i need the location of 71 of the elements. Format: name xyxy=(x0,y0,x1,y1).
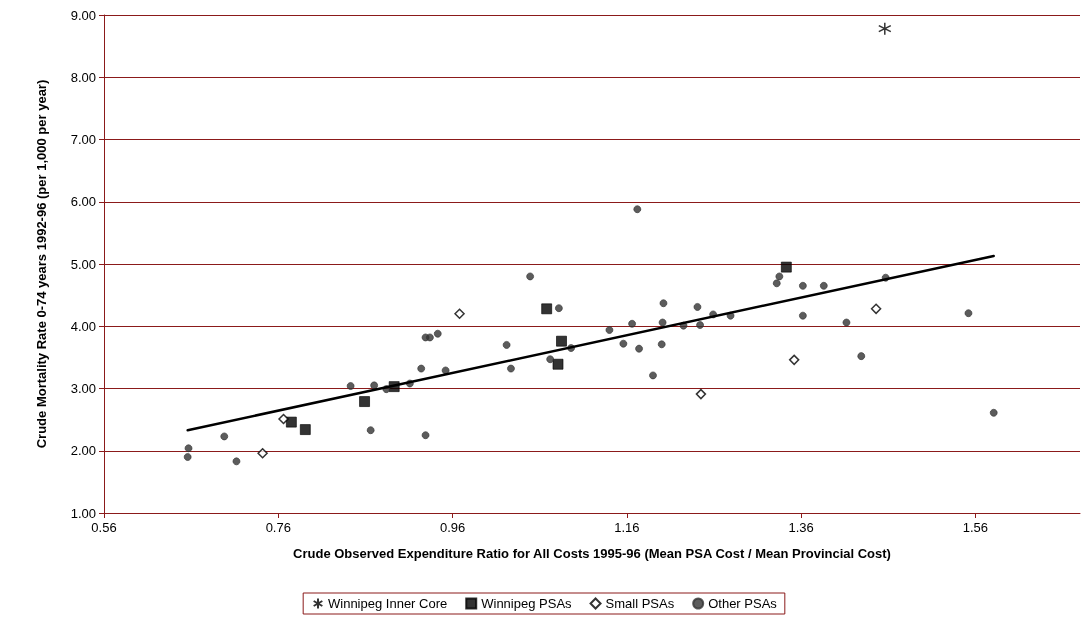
point xyxy=(299,424,311,435)
x-axis-title: Crude Observed Expenditure Ratio for All Costs 1995-96 (Mean PSA Cost / Mean Provincial Cost) xyxy=(293,545,891,561)
y-tick-label: 9.00 xyxy=(70,7,96,23)
point xyxy=(798,311,807,320)
x-tick-label: 1.56 xyxy=(962,520,989,535)
point xyxy=(619,339,628,348)
legend-label: Small PSAs xyxy=(605,596,675,611)
y-tick-label: 1.00 xyxy=(70,505,96,521)
point xyxy=(541,303,553,315)
y-tick-label: 3.00 xyxy=(70,381,96,396)
point xyxy=(635,344,643,353)
point xyxy=(842,318,851,327)
legend-label: Other PSAs xyxy=(708,596,778,611)
point xyxy=(421,431,430,440)
point xyxy=(878,21,892,36)
point xyxy=(775,272,784,281)
point xyxy=(552,358,564,370)
point xyxy=(798,281,807,290)
x-tick-label: 0.96 xyxy=(439,520,466,535)
point xyxy=(628,319,636,328)
legend-label: Winnipeg Inner Core xyxy=(328,596,448,611)
point xyxy=(658,318,667,327)
point xyxy=(441,366,450,375)
point xyxy=(417,364,426,373)
point xyxy=(502,341,511,349)
y-axis-title: Crude Mortality Rate 0-74 years 1992-96 (per 1,000 per year) xyxy=(33,79,49,449)
point xyxy=(772,279,781,288)
point xyxy=(346,382,355,390)
point xyxy=(454,308,465,320)
point xyxy=(693,303,702,311)
point xyxy=(857,352,866,361)
point xyxy=(788,354,800,366)
point xyxy=(556,335,567,347)
point xyxy=(370,381,379,390)
y-tick-label: 6.00 xyxy=(70,194,96,210)
point xyxy=(232,457,241,466)
point xyxy=(220,432,229,441)
point xyxy=(964,309,973,318)
y-tick-label: 8.00 xyxy=(70,69,96,85)
point xyxy=(819,281,828,290)
point xyxy=(633,205,642,214)
point xyxy=(649,371,657,380)
y-tick-label: 4.00 xyxy=(70,318,96,334)
point xyxy=(695,388,707,400)
point xyxy=(507,364,515,373)
point xyxy=(659,299,668,308)
point xyxy=(780,261,792,273)
point xyxy=(657,340,666,349)
point xyxy=(605,326,614,334)
point xyxy=(366,426,375,435)
point xyxy=(554,304,563,313)
x-tick-label: 0.56 xyxy=(91,520,117,535)
y-tick-label: 7.00 xyxy=(70,132,96,147)
point xyxy=(433,329,442,338)
point xyxy=(989,408,998,417)
point xyxy=(278,413,289,425)
point xyxy=(526,272,535,281)
point xyxy=(257,447,268,459)
point xyxy=(183,453,192,461)
point xyxy=(546,355,555,364)
point xyxy=(426,333,434,342)
y-tick-label: 5.00 xyxy=(70,256,96,272)
legend-label: Winnipeg PSAs xyxy=(481,596,573,611)
point xyxy=(696,321,704,329)
point xyxy=(359,396,370,407)
point xyxy=(870,303,882,315)
point xyxy=(184,444,193,453)
x-tick-label: 0.76 xyxy=(265,520,291,535)
x-tick-label: 1.16 xyxy=(614,520,640,535)
y-tick-label: 2.00 xyxy=(70,443,96,459)
x-tick-label: 1.36 xyxy=(788,520,814,535)
